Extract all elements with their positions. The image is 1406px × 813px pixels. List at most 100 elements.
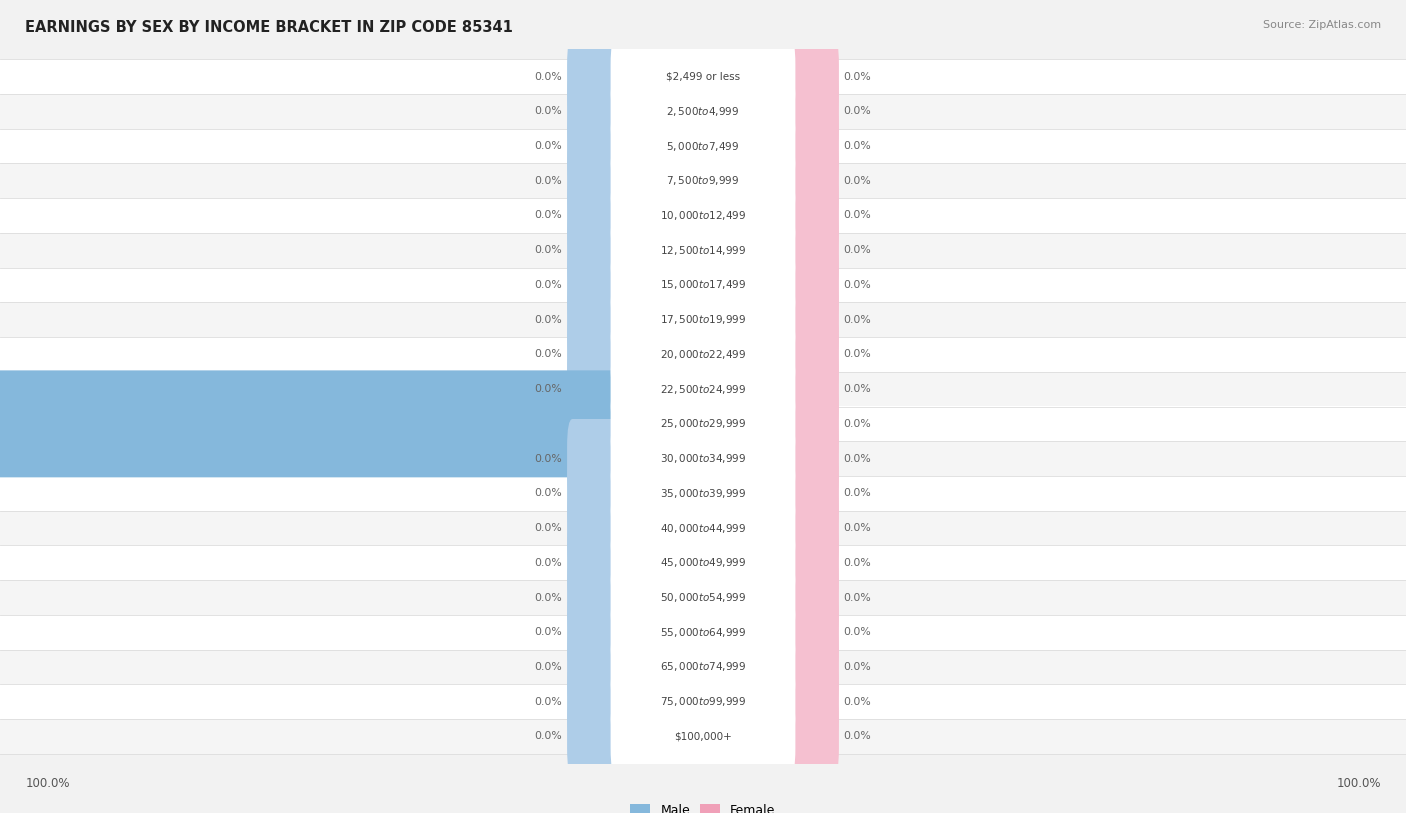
Text: $75,000 to $99,999: $75,000 to $99,999 <box>659 695 747 708</box>
Text: 0.0%: 0.0% <box>844 280 872 290</box>
Bar <box>0 406 1406 441</box>
Text: 0.0%: 0.0% <box>534 628 562 637</box>
FancyBboxPatch shape <box>567 628 621 706</box>
FancyBboxPatch shape <box>785 593 839 672</box>
Bar <box>0 719 1406 754</box>
Text: $2,500 to $4,999: $2,500 to $4,999 <box>666 105 740 118</box>
FancyBboxPatch shape <box>610 662 796 741</box>
Bar <box>0 511 1406 546</box>
FancyBboxPatch shape <box>610 176 796 255</box>
Text: 0.0%: 0.0% <box>534 662 562 672</box>
Text: 0.0%: 0.0% <box>534 489 562 498</box>
Text: 0.0%: 0.0% <box>844 315 872 324</box>
Bar <box>0 128 1406 163</box>
Text: 0.0%: 0.0% <box>844 454 872 463</box>
Text: 0.0%: 0.0% <box>534 141 562 151</box>
FancyBboxPatch shape <box>785 385 839 463</box>
Text: 0.0%: 0.0% <box>844 72 872 81</box>
FancyBboxPatch shape <box>610 697 796 776</box>
FancyBboxPatch shape <box>785 315 839 394</box>
Bar <box>0 94 1406 128</box>
FancyBboxPatch shape <box>785 489 839 567</box>
FancyBboxPatch shape <box>610 350 796 428</box>
FancyBboxPatch shape <box>567 72 621 151</box>
Text: $55,000 to $64,999: $55,000 to $64,999 <box>659 626 747 639</box>
Text: 0.0%: 0.0% <box>534 211 562 220</box>
Text: 0.0%: 0.0% <box>534 246 562 255</box>
FancyBboxPatch shape <box>567 697 621 776</box>
Text: 0.0%: 0.0% <box>534 523 562 533</box>
Text: 0.0%: 0.0% <box>844 384 872 394</box>
FancyBboxPatch shape <box>785 558 839 637</box>
FancyBboxPatch shape <box>785 280 839 359</box>
Text: $35,000 to $39,999: $35,000 to $39,999 <box>659 487 747 500</box>
FancyBboxPatch shape <box>785 246 839 324</box>
FancyBboxPatch shape <box>567 211 621 289</box>
Bar <box>0 615 1406 650</box>
FancyBboxPatch shape <box>610 419 796 498</box>
Text: 0.0%: 0.0% <box>534 732 562 741</box>
Text: 0.0%: 0.0% <box>844 246 872 255</box>
FancyBboxPatch shape <box>567 246 621 324</box>
Text: 0.0%: 0.0% <box>844 419 872 429</box>
FancyBboxPatch shape <box>785 697 839 776</box>
Text: $17,500 to $19,999: $17,500 to $19,999 <box>659 313 747 326</box>
FancyBboxPatch shape <box>567 37 621 116</box>
Text: $30,000 to $34,999: $30,000 to $34,999 <box>659 452 747 465</box>
FancyBboxPatch shape <box>785 37 839 116</box>
Text: $12,500 to $14,999: $12,500 to $14,999 <box>659 244 747 257</box>
Legend: Male, Female: Male, Female <box>626 799 780 813</box>
FancyBboxPatch shape <box>0 371 624 477</box>
Bar <box>0 163 1406 198</box>
FancyBboxPatch shape <box>610 385 796 463</box>
FancyBboxPatch shape <box>610 628 796 706</box>
FancyBboxPatch shape <box>785 141 839 220</box>
FancyBboxPatch shape <box>610 211 796 289</box>
Text: 0.0%: 0.0% <box>844 662 872 672</box>
Bar <box>0 580 1406 615</box>
Text: 0.0%: 0.0% <box>844 593 872 602</box>
Text: 0.0%: 0.0% <box>534 107 562 116</box>
Text: $100,000+: $100,000+ <box>673 732 733 741</box>
Text: 0.0%: 0.0% <box>844 489 872 498</box>
Text: $22,500 to $24,999: $22,500 to $24,999 <box>659 383 747 396</box>
Text: 0.0%: 0.0% <box>844 558 872 567</box>
Text: 100.0%: 100.0% <box>1336 777 1381 790</box>
FancyBboxPatch shape <box>610 280 796 359</box>
Bar <box>0 650 1406 685</box>
Text: 0.0%: 0.0% <box>534 593 562 602</box>
FancyBboxPatch shape <box>610 558 796 637</box>
Bar <box>0 441 1406 476</box>
FancyBboxPatch shape <box>567 141 621 220</box>
Bar <box>0 302 1406 337</box>
Text: $15,000 to $17,499: $15,000 to $17,499 <box>659 278 747 291</box>
FancyBboxPatch shape <box>610 315 796 394</box>
Text: 0.0%: 0.0% <box>844 628 872 637</box>
Text: 0.0%: 0.0% <box>844 523 872 533</box>
Text: 0.0%: 0.0% <box>534 558 562 567</box>
Bar <box>0 372 1406 406</box>
FancyBboxPatch shape <box>567 419 621 498</box>
Bar <box>0 685 1406 719</box>
FancyBboxPatch shape <box>567 662 621 741</box>
FancyBboxPatch shape <box>567 524 621 602</box>
Text: 0.0%: 0.0% <box>844 350 872 359</box>
Bar <box>0 546 1406 580</box>
FancyBboxPatch shape <box>567 107 621 185</box>
Text: $65,000 to $74,999: $65,000 to $74,999 <box>659 660 747 673</box>
FancyBboxPatch shape <box>785 662 839 741</box>
Text: 0.0%: 0.0% <box>534 315 562 324</box>
Text: EARNINGS BY SEX BY INCOME BRACKET IN ZIP CODE 85341: EARNINGS BY SEX BY INCOME BRACKET IN ZIP… <box>25 20 513 35</box>
FancyBboxPatch shape <box>610 37 796 116</box>
Text: 100.0%: 100.0% <box>25 777 70 790</box>
Text: 0.0%: 0.0% <box>534 72 562 81</box>
Text: $40,000 to $44,999: $40,000 to $44,999 <box>659 522 747 535</box>
FancyBboxPatch shape <box>785 524 839 602</box>
Text: 0.0%: 0.0% <box>844 176 872 185</box>
Text: 0.0%: 0.0% <box>534 280 562 290</box>
FancyBboxPatch shape <box>610 454 796 533</box>
Text: Source: ZipAtlas.com: Source: ZipAtlas.com <box>1263 20 1381 30</box>
Text: $7,500 to $9,999: $7,500 to $9,999 <box>666 174 740 187</box>
FancyBboxPatch shape <box>567 593 621 672</box>
Text: 0.0%: 0.0% <box>844 697 872 706</box>
